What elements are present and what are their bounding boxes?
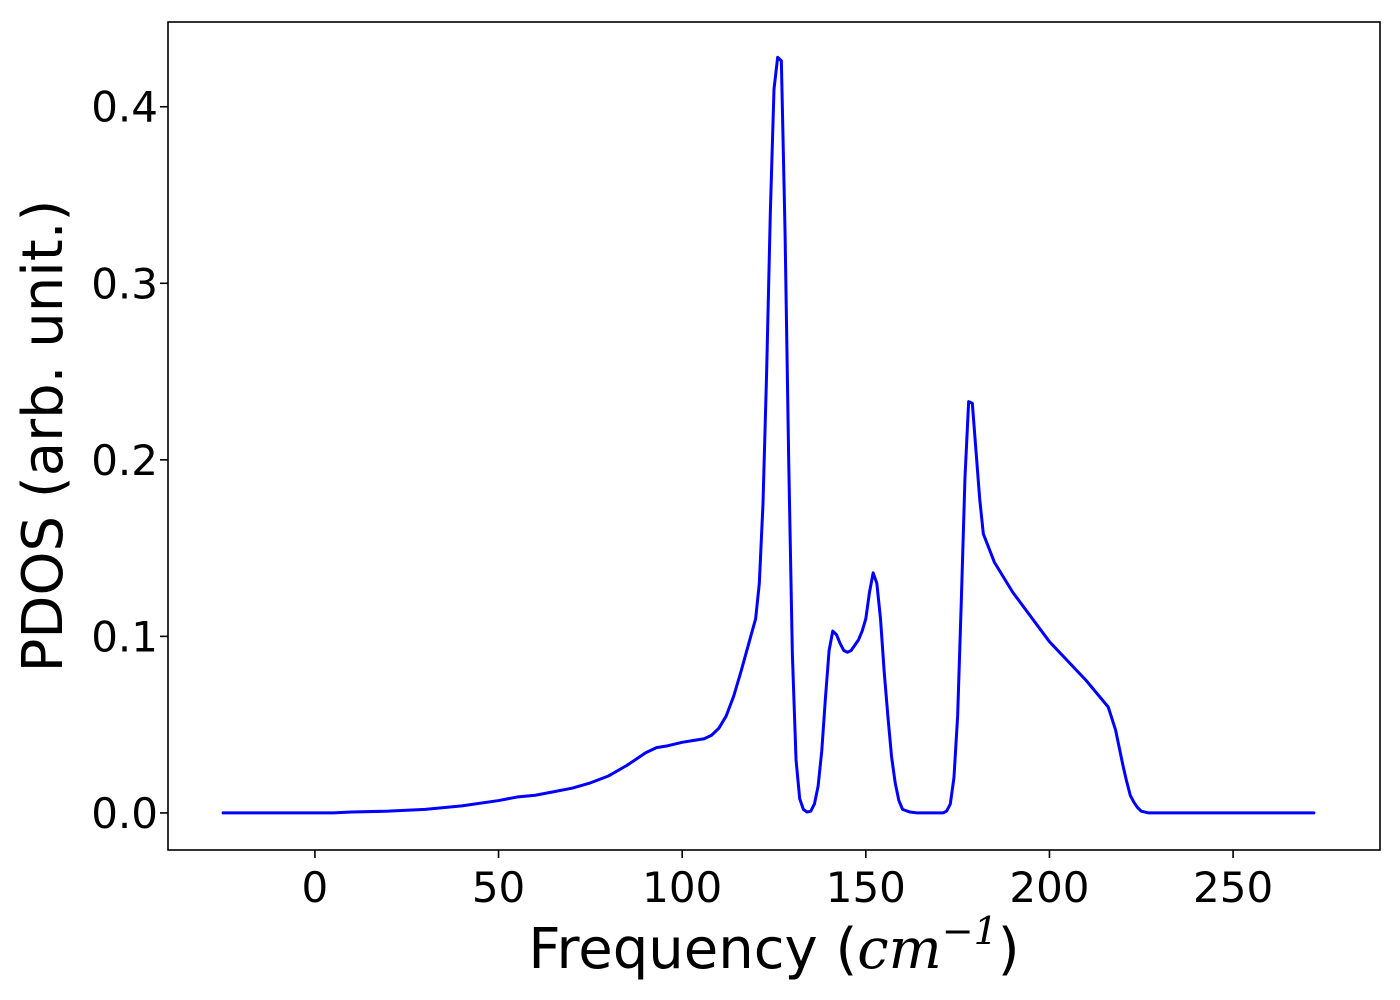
x-tick-label: 100 (642, 863, 722, 912)
y-axis-title: PDOS (arb. unit.) (11, 200, 76, 673)
y-tick-label: 0.3 (91, 259, 158, 308)
x-tick-label: 150 (826, 863, 906, 912)
x-axis-title: Frequency (cm−1) (528, 909, 1019, 982)
y-tick-label: 0.1 (91, 612, 158, 661)
y-tick-label: 0.2 (91, 436, 158, 485)
y-tick-label: 0.0 (91, 789, 158, 838)
y-axis-ticks: 0.0 0.1 0.2 0.3 0.4 (91, 83, 168, 838)
x-tick-label: 50 (472, 863, 525, 912)
x-tick-label: 0 (302, 863, 329, 912)
y-tick-label: 0.4 (91, 83, 158, 132)
plot-area-frame (167, 21, 1381, 851)
x-axis-ticks: 0 50 100 150 200 250 (302, 850, 1273, 912)
pdos-series-line (221, 55, 1316, 815)
x-tick-label: 200 (1009, 863, 1089, 912)
x-tick-label: 250 (1193, 863, 1273, 912)
